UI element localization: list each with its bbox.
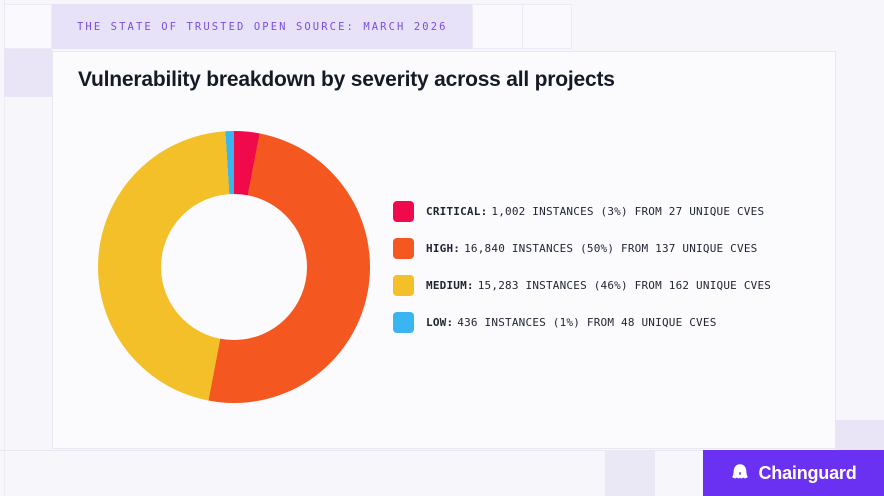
legend-swatch-medium [393, 275, 414, 296]
legend-label-medium: MEDIUM: [426, 279, 474, 292]
chart-title: Vulnerability breakdown by severity acro… [78, 68, 615, 91]
report-banner-text: THE STATE OF TRUSTED OPEN SOURCE: MARCH … [77, 20, 448, 33]
legend-detail-medium: 15,283 INSTANCES (46%) FROM 162 UNIQUE C… [477, 279, 772, 292]
report-banner: THE STATE OF TRUSTED OPEN SOURCE: MARCH … [52, 4, 472, 49]
chainguard-linky-icon [732, 464, 749, 479]
legend-item-high: HIGH: 16,840 INSTANCES (50%) FROM 137 UNI… [393, 238, 771, 259]
decor-cell-top-2 [522, 4, 572, 49]
legend-detail-high: 16,840 INSTANCES (50%) FROM 137 UNIQUE C… [464, 242, 758, 255]
brand-name: Chainguard [758, 462, 857, 483]
legend-label-low: LOW: [426, 316, 454, 329]
legend-detail-critical: 1,002 INSTANCES (3%) FROM 27 UNIQUE CVES [491, 205, 765, 218]
legend-label-high: HIGH: [426, 242, 461, 255]
chart-card: Vulnerability breakdown by severity acro… [52, 51, 836, 449]
legend-swatch-high [393, 238, 414, 259]
donut-chart [98, 131, 370, 403]
legend-item-medium: MEDIUM: 15,283 INSTANCES (46%) FROM 162 U… [393, 275, 771, 296]
legend-item-critical: CRITICAL: 1,002 INSTANCES (3%) FROM 27 UN… [393, 201, 771, 222]
decor-cell-right-lavender [836, 420, 884, 450]
decor-cell-left-lavender [4, 49, 52, 97]
decor-cell-bottom-lavender [605, 451, 655, 496]
donut-chart-hole [161, 194, 307, 340]
legend-swatch-critical [393, 201, 414, 222]
legend-label-critical: CRITICAL: [426, 205, 488, 218]
legend-item-low: LOW: 436 INSTANCES (1%) FROM 48 UNIQUE CV… [393, 312, 771, 333]
legend-detail-low: 436 INSTANCES (1%) FROM 48 UNIQUE CVES [457, 316, 717, 329]
decor-cell-top-1 [472, 4, 523, 49]
brand-box: Chainguard [703, 450, 884, 496]
chart-legend: CRITICAL: 1,002 INSTANCES (3%) FROM 27 UN… [393, 201, 771, 333]
decor-cell-top-left [4, 4, 52, 49]
background-grid-line-vertical [4, 0, 5, 496]
legend-swatch-low [393, 312, 414, 333]
background-grid-line-horizontal [0, 450, 884, 451]
